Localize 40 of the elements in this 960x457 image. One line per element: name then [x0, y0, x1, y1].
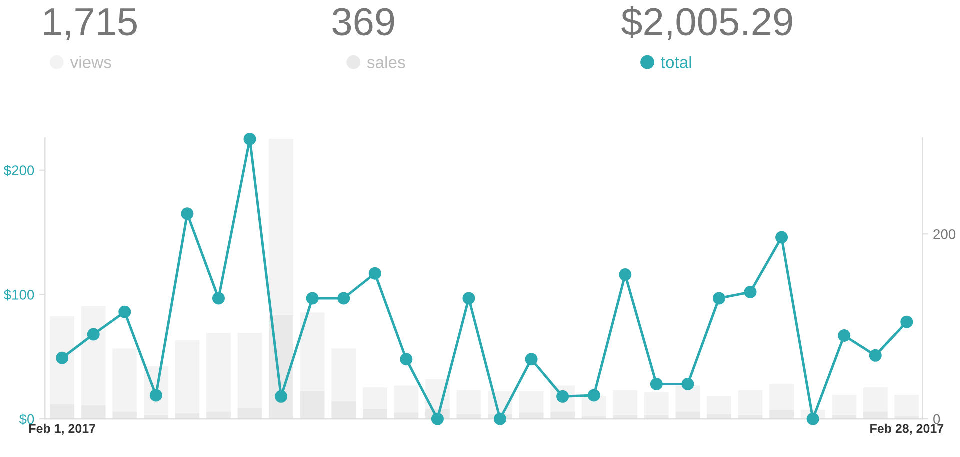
point — [56, 352, 69, 364]
point — [619, 268, 632, 282]
point — [744, 286, 757, 298]
point — [306, 292, 319, 305]
text: 369 — [332, 8, 394, 36]
point — [650, 378, 663, 390]
point — [431, 412, 444, 426]
point — [368, 267, 382, 280]
point — [525, 353, 538, 366]
point — [806, 412, 820, 426]
y-tick-label: $0 — [19, 414, 34, 426]
legend-label: views — [70, 56, 112, 68]
point — [588, 389, 600, 402]
text: 1,715 — [44, 8, 137, 40]
point — [181, 208, 194, 220]
x-tick-label: Feb 28, 2017 — [870, 424, 944, 435]
y2-tick-label: 0 — [934, 414, 940, 424]
bar — [644, 392, 669, 416]
point — [712, 292, 726, 305]
point — [838, 329, 851, 342]
point — [118, 306, 132, 318]
text: $2,005.29 — [622, 6, 792, 40]
point — [494, 412, 507, 426]
y-tick-label: $100 — [4, 289, 34, 301]
legend-label: sales — [367, 56, 406, 68]
y-tick-label: $200 — [4, 165, 34, 176]
point — [682, 378, 694, 390]
point — [212, 292, 225, 305]
point — [244, 133, 256, 146]
legend-label: total — [661, 56, 692, 68]
point — [900, 316, 914, 328]
point — [869, 349, 882, 362]
point — [87, 328, 100, 341]
x-tick-label: Feb 1, 2017 — [29, 424, 96, 435]
point — [400, 353, 413, 366]
point — [776, 231, 788, 244]
point — [275, 390, 288, 403]
point — [338, 292, 350, 305]
y2-tick-label: 200 — [934, 230, 956, 240]
point — [462, 292, 476, 305]
